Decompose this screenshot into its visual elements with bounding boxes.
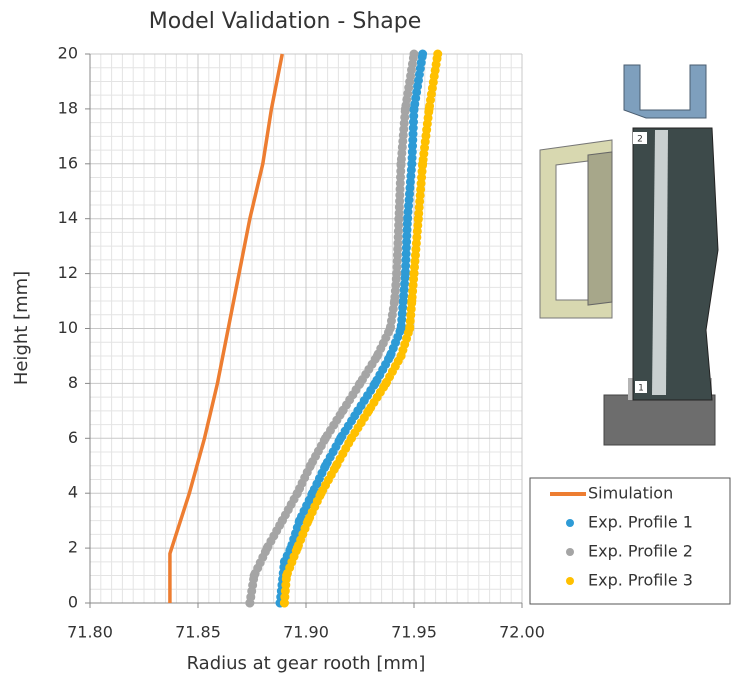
y-tick-label: 18 — [58, 98, 78, 117]
y-tick-label: 6 — [68, 428, 78, 447]
data-point — [386, 351, 395, 360]
x-tick-label: 71.95 — [391, 623, 437, 642]
y-tick-label: 0 — [68, 593, 78, 612]
x-tick-label: 71.90 — [283, 623, 329, 642]
x-tick-label: 72.00 — [499, 623, 545, 642]
y-tick-label: 16 — [58, 153, 78, 172]
y-axis-label: Height [mm] — [11, 271, 32, 385]
data-point — [407, 297, 416, 306]
data-point — [410, 269, 419, 278]
data-point — [338, 406, 347, 415]
data-point — [321, 461, 330, 470]
data-point — [332, 461, 341, 470]
data-point — [414, 214, 423, 223]
data-point — [394, 214, 403, 223]
data-point — [245, 599, 254, 608]
y-tick-label: 8 — [68, 373, 78, 392]
data-point — [263, 544, 272, 553]
data-point — [306, 461, 315, 470]
data-point — [356, 379, 365, 388]
legend-marker — [566, 577, 574, 585]
data-point — [399, 297, 408, 306]
data-point — [386, 324, 395, 333]
data-point — [381, 379, 390, 388]
data-point — [397, 351, 406, 360]
y-tick-label: 14 — [58, 208, 78, 227]
node-label: 2 — [637, 135, 643, 145]
data-point — [321, 434, 330, 443]
data-point — [317, 489, 326, 498]
data-point — [293, 489, 302, 498]
x-tick-label: 71.85 — [175, 623, 221, 642]
model-illustration — [540, 65, 718, 445]
y-tick-label: 10 — [58, 318, 78, 337]
x-tick-label: 71.80 — [67, 623, 113, 642]
legend-label: Exp. Profile 3 — [588, 571, 693, 590]
legend-label: Simulation — [588, 484, 673, 503]
chart: Model Validation - Shape Radius at gear … — [0, 0, 741, 681]
data-point — [250, 571, 259, 580]
y-tick-label: 12 — [58, 263, 78, 282]
data-point — [347, 434, 356, 443]
data-point — [410, 104, 419, 113]
data-point — [407, 159, 416, 168]
x-axis-label: Radius at gear rooth [mm] — [187, 653, 426, 674]
node-label: 1 — [638, 384, 644, 394]
data-point — [401, 269, 410, 278]
data-point — [278, 516, 287, 525]
data-point — [364, 406, 373, 415]
legend-marker — [566, 548, 574, 556]
data-point — [373, 351, 382, 360]
data-point — [280, 599, 289, 608]
data-point — [282, 571, 291, 580]
data-point — [295, 516, 304, 525]
data-point — [392, 269, 401, 278]
data-point — [418, 50, 427, 59]
data-point — [336, 434, 345, 443]
data-point — [405, 324, 414, 333]
data-point — [418, 159, 427, 168]
legend-label: Exp. Profile 1 — [588, 513, 693, 532]
legend-label: Exp. Profile 2 — [588, 542, 693, 561]
legend-marker — [566, 519, 574, 527]
data-point — [433, 50, 442, 59]
data-point — [397, 159, 406, 168]
y-tick-label: 20 — [58, 44, 78, 63]
y-tick-label: 2 — [68, 538, 78, 557]
data-point — [390, 297, 399, 306]
chart-title: Model Validation - Shape — [149, 9, 422, 34]
data-point — [293, 544, 302, 553]
data-point — [425, 104, 434, 113]
y-tick-label: 4 — [68, 483, 78, 502]
data-point — [403, 214, 412, 223]
data-point — [371, 379, 380, 388]
data-point — [304, 516, 313, 525]
data-point — [401, 104, 410, 113]
data-point — [353, 406, 362, 415]
data-point — [410, 50, 419, 59]
